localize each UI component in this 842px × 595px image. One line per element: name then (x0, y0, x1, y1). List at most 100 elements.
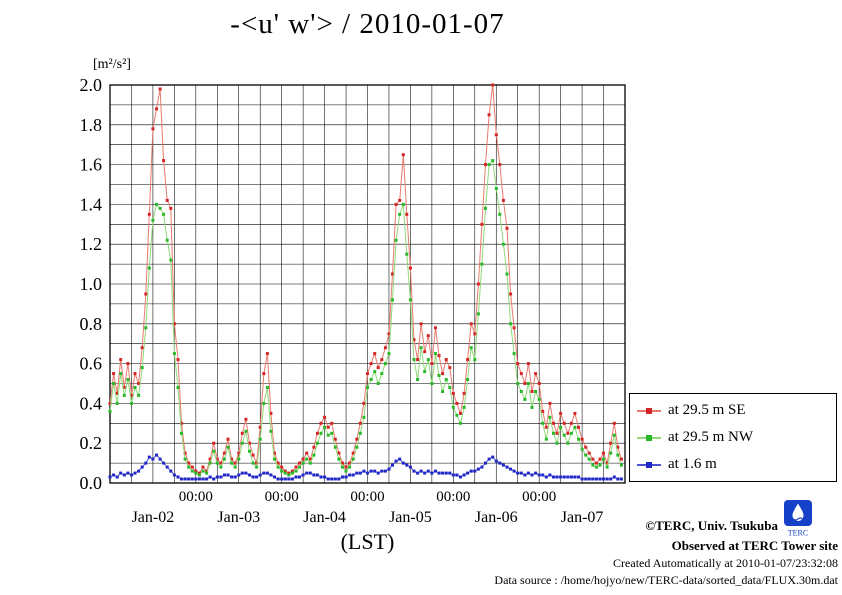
data-point (140, 465, 144, 469)
data-point (530, 390, 534, 393)
data-point (537, 473, 541, 477)
data-point (119, 358, 123, 362)
data-point (290, 471, 294, 475)
data-point (319, 421, 323, 425)
data-point (541, 409, 545, 413)
data-point (444, 378, 448, 381)
data-point (555, 475, 559, 479)
data-point (294, 469, 298, 473)
data-point (215, 475, 219, 479)
data-point (380, 469, 384, 473)
data-point (294, 465, 298, 469)
data-point (430, 382, 434, 385)
data-point (598, 457, 602, 461)
data-point (280, 477, 284, 481)
data-point (348, 465, 352, 469)
data-point (487, 457, 491, 461)
legend-label: at 29.5 m SE (668, 402, 746, 418)
data-point (205, 469, 209, 473)
data-point (330, 431, 334, 435)
data-point (584, 445, 588, 449)
data-point (412, 469, 416, 473)
x-time-tick-label: 00:00 (265, 489, 299, 505)
data-point (351, 457, 355, 461)
legend-series-marker-icon (637, 406, 661, 416)
data-point (501, 463, 505, 467)
data-point (473, 358, 477, 362)
data-point (616, 477, 620, 481)
series-line-0 (109, 84, 622, 474)
data-point (265, 352, 269, 356)
data-point (237, 473, 241, 477)
data-point (130, 473, 133, 477)
data-point (569, 431, 573, 435)
data-point (437, 374, 441, 377)
data-point (587, 451, 591, 455)
data-point (301, 461, 305, 465)
data-point (158, 87, 162, 91)
data-point (219, 461, 223, 465)
data-point (562, 433, 566, 437)
data-point (301, 473, 305, 477)
data-point (501, 198, 505, 202)
data-point (548, 401, 552, 405)
data-point (559, 411, 563, 415)
legend-item-1: at 29.5 m NW (630, 430, 836, 445)
data-point (326, 433, 330, 437)
data-point (273, 457, 276, 461)
data-point (602, 451, 605, 455)
data-point (337, 451, 341, 455)
data-point (523, 382, 527, 385)
data-point (308, 461, 312, 465)
data-point (405, 463, 409, 467)
data-point (119, 372, 123, 376)
data-point (451, 391, 455, 395)
terc-logo-text: TERC (788, 529, 808, 538)
data-point (544, 437, 548, 441)
data-point (326, 477, 330, 481)
data-point (401, 461, 405, 465)
data-point (366, 386, 369, 389)
data-point (237, 451, 241, 455)
data-point (197, 477, 201, 481)
data-point (408, 298, 412, 302)
legend-point-sample (646, 407, 652, 414)
data-point (301, 457, 305, 461)
data-point (487, 113, 491, 117)
data-point (451, 473, 455, 477)
data-point (484, 163, 487, 167)
data-point (455, 473, 459, 477)
data-point (165, 238, 169, 242)
data-point (244, 417, 248, 421)
y-axis-unit-label: [m²/s²] (93, 57, 131, 72)
data-point (151, 218, 155, 222)
data-point (598, 463, 602, 467)
data-point (480, 222, 484, 226)
data-point (222, 451, 226, 455)
data-point (276, 465, 280, 469)
data-point (416, 471, 420, 475)
data-point (341, 461, 344, 465)
x-time-tick-label: 00:00 (436, 489, 470, 505)
y-tick-label: 0.6 (80, 354, 103, 374)
data-point (362, 469, 366, 473)
data-point (616, 445, 620, 449)
data-point (523, 473, 527, 477)
data-point (298, 465, 301, 469)
data-point (566, 431, 570, 435)
legend-point-sample (646, 434, 652, 441)
data-point (323, 425, 327, 429)
data-point (298, 475, 301, 479)
data-point (330, 421, 334, 425)
data-point (133, 372, 137, 376)
data-point (448, 471, 452, 475)
data-point (326, 425, 330, 429)
y-tick-label: 0.8 (80, 314, 103, 334)
data-point (273, 475, 276, 479)
data-point (122, 473, 126, 477)
data-point (373, 352, 377, 356)
data-point (115, 391, 119, 395)
data-point (591, 457, 595, 461)
data-source-path-text: Data source : /home/hojyo/new/TERC-data/… (494, 573, 838, 587)
data-point (366, 372, 369, 376)
